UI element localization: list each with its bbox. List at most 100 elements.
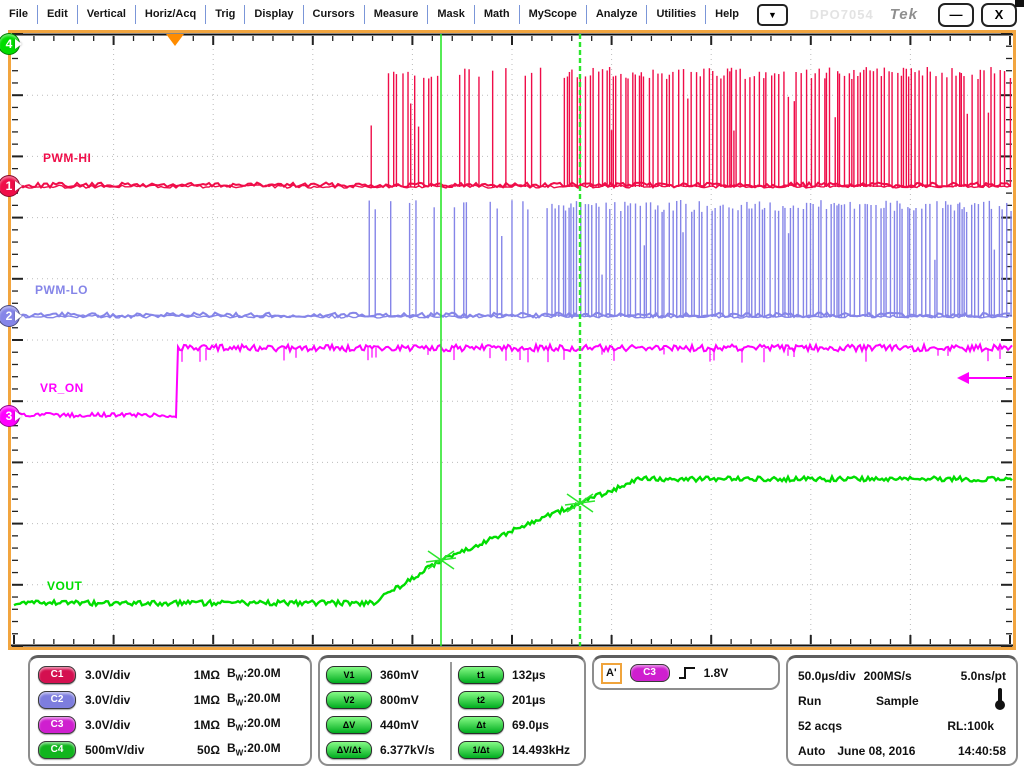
channel2-label: PWM-LO (35, 283, 88, 297)
temperature-icon (994, 687, 1006, 714)
trigger-mode: Auto (798, 743, 826, 758)
menu-item-analyze[interactable]: Analyze (587, 5, 648, 24)
channel4-marker[interactable]: 4 (0, 33, 20, 55)
menu-item-cursors[interactable]: Cursors (304, 5, 365, 24)
waveform-display[interactable]: PWM-HI PWM-LO VR_ON VOUT 1 2 3 4 (0, 30, 1016, 650)
tek-logo: Tek (889, 6, 918, 23)
time-value: 14:40:58 (957, 743, 1006, 758)
rising-edge-icon (678, 667, 695, 679)
acquisition-count: 52 acqs (798, 718, 843, 733)
delta-t-readout: Δt 69.0µs (458, 712, 578, 737)
menu-item-trig[interactable]: Trig (206, 5, 246, 24)
channel3-bandwidth: BW:20.0M (227, 716, 281, 733)
channel4-bandwidth: BW:20.0M (227, 741, 281, 758)
t1-badge[interactable]: t1 (458, 665, 504, 684)
channel2-scale: 3.0V/div (85, 692, 131, 707)
menu-item-vertical[interactable]: Vertical (78, 5, 136, 24)
v1-value: 360mV (380, 667, 419, 682)
slew-rate-badge[interactable]: ΔV/Δt (326, 740, 372, 759)
frequency-value: 14.493kHz (512, 742, 571, 757)
channel2-bandwidth: BW:20.0M (227, 691, 281, 708)
v1-readout: V1 360mV (326, 662, 446, 687)
menu-overflow-button[interactable]: ▼ (757, 3, 789, 26)
slew-rate-readout: ΔV/Δt 6.377kV/s (326, 737, 446, 762)
t2-value: 201µs (512, 692, 546, 707)
record-length: RL:100k (947, 718, 994, 733)
channel2-settings-row: C2 3.0V/div 1MΩ BW:20.0M (38, 687, 302, 712)
channel1-button[interactable]: C1 (38, 665, 76, 684)
timebase-row: 50.0µs/div 200MS/s 5.0ns/pt (798, 663, 1006, 688)
sample-rate-value: 200MS/s (863, 668, 912, 683)
slew-rate-value: 6.377kV/s (380, 742, 435, 757)
menu-item-myscope[interactable]: MyScope (520, 5, 587, 24)
run-state: Run (798, 693, 822, 708)
timebase-value: 50.0µs/div (798, 668, 856, 683)
t2-badge[interactable]: t2 (458, 690, 504, 709)
delta-v-value: 440mV (380, 717, 419, 732)
channel3-label: VR_ON (40, 381, 84, 395)
channel3-scale: 3.0V/div (85, 717, 131, 732)
delta-t-badge[interactable]: Δt (458, 715, 504, 734)
channel4-button[interactable]: C4 (38, 740, 76, 759)
channel3-settings-row: C3 3.0V/div 1MΩ BW:20.0M (38, 712, 302, 737)
menu-bar: File Edit Vertical Horiz/Acq Trig Displa… (0, 0, 1024, 29)
channel3-marker[interactable]: 3 (0, 405, 20, 427)
acq-count-row: 52 acqs RL:100k (798, 713, 1006, 738)
date-time-row: Auto June 08, 2016 14:40:58 (798, 738, 1006, 763)
t1-value: 132µs (512, 667, 546, 682)
channel4-settings-row: C4 500mV/div 50Ω BW:20.0M (38, 737, 302, 762)
minimize-button[interactable]: — (938, 2, 974, 27)
v2-readout: V2 800mV (326, 687, 446, 712)
channel2-impedance: 1MΩ (193, 692, 220, 707)
v1-badge[interactable]: V1 (326, 665, 372, 684)
model-label: DPO7054 (809, 7, 874, 22)
trigger-bus-badge[interactable]: A' (601, 662, 622, 684)
acquisition-mode: Sample (876, 693, 919, 708)
channel1-label: PWM-HI (43, 151, 92, 165)
run-state-row: Run Sample (798, 688, 1006, 713)
time-readouts: t1 132µs t2 201µs Δt 69.0µs 1/Δt 14.493k… (458, 662, 578, 760)
trigger-level-value: 1.8V (703, 666, 729, 680)
v2-badge[interactable]: V2 (326, 690, 372, 709)
channel2-marker[interactable]: 2 (0, 305, 20, 327)
channel1-marker[interactable]: 1 (0, 175, 20, 197)
delta-t-value: 69.0µs (512, 717, 549, 732)
status-bar: C1 3.0V/div 1MΩ BW:20.0M C2 3.0V/div 1MΩ… (0, 650, 1024, 768)
delta-v-readout: ΔV 440mV (326, 712, 446, 737)
channel1-impedance: 1MΩ (193, 667, 220, 682)
channel1-scale: 3.0V/div (85, 667, 131, 682)
date-value: June 08, 2016 (837, 743, 916, 758)
channel4-scale: 500mV/div (85, 742, 145, 757)
trigger-panel: A' C3 1.8V (592, 655, 780, 690)
v2-value: 800mV (380, 692, 419, 707)
menu-item-horiz-acq[interactable]: Horiz/Acq (136, 5, 207, 24)
channel2-button[interactable]: C2 (38, 690, 76, 709)
corner-decoration (1015, 0, 1024, 7)
close-button[interactable]: X (981, 2, 1017, 27)
trigger-source-badge[interactable]: C3 (629, 664, 670, 682)
menu-item-math[interactable]: Math (475, 5, 520, 24)
frequency-badge[interactable]: 1/Δt (458, 740, 504, 759)
t1-readout: t1 132µs (458, 662, 578, 687)
channel1-settings-row: C1 3.0V/div 1MΩ BW:20.0M (38, 662, 302, 687)
menu-item-measure[interactable]: Measure (365, 5, 429, 24)
delta-v-badge[interactable]: ΔV (326, 715, 372, 734)
channel3-button[interactable]: C3 (38, 715, 76, 734)
acquisition-panel: 50.0µs/div 200MS/s 5.0ns/pt Run Sample 5… (786, 655, 1018, 766)
cursor-readout-panel: V1 360mV V2 800mV ΔV 440mV ΔV/Δt 6.377kV… (318, 655, 586, 766)
channel3-impedance: 1MΩ (193, 717, 220, 732)
menu-item-utilities[interactable]: Utilities (647, 5, 707, 24)
menu-item-edit[interactable]: Edit (38, 5, 78, 24)
menu-item-file[interactable]: File (0, 5, 38, 24)
resolution-value: 5.0ns/pt (960, 668, 1006, 683)
t2-readout: t2 201µs (458, 687, 578, 712)
frequency-readout: 1/Δt 14.493kHz (458, 737, 578, 762)
menu-item-help[interactable]: Help (715, 8, 740, 20)
channel1-bandwidth: BW:20.0M (227, 666, 281, 683)
channel-settings-panel: C1 3.0V/div 1MΩ BW:20.0M C2 3.0V/div 1MΩ… (28, 655, 312, 766)
channel4-impedance: 50Ω (197, 742, 220, 757)
menu-item-mask[interactable]: Mask (428, 5, 475, 24)
waveform-canvas (11, 33, 1013, 647)
channel4-label: VOUT (47, 579, 83, 593)
menu-item-display[interactable]: Display (245, 5, 304, 24)
